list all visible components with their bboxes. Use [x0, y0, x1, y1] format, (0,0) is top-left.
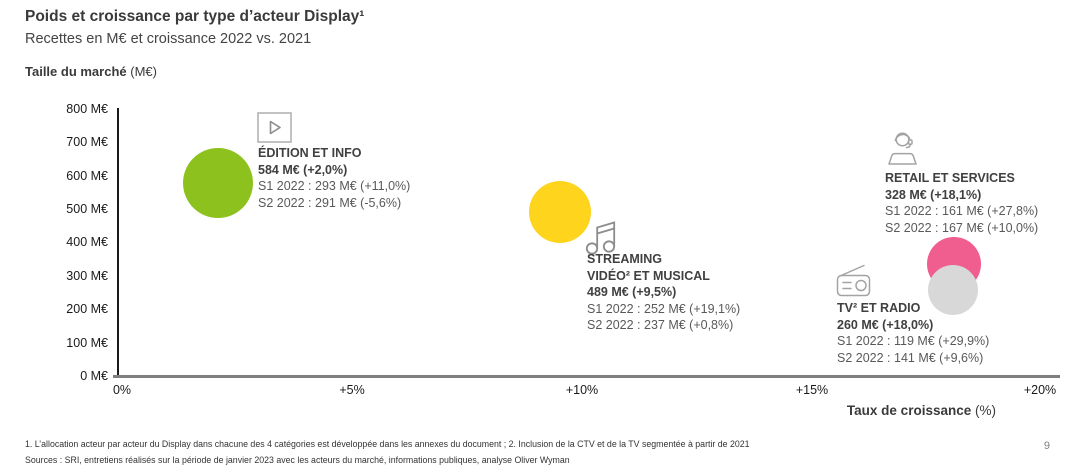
category-value: 328 M€ (+18,1%) [885, 187, 982, 202]
music-note-icon [584, 216, 622, 261]
category-s2: S2 2022 : 141 M€ (+9,6%) [837, 350, 984, 365]
x-axis-title-unit: (%) [975, 403, 996, 418]
play-icon [257, 112, 292, 148]
x-tick-10: +10% [565, 383, 599, 397]
page-number: 9 [1043, 440, 1050, 452]
category-name: ÉDITION ET INFO [258, 146, 362, 160]
y-tick-800: 800 M€ [66, 102, 108, 116]
category-s1: S1 2022 : 161 M€ (+27,8%) [885, 204, 1039, 218]
y-tick-300: 300 M€ [66, 269, 108, 283]
x-tick-20: +20% [1023, 383, 1057, 397]
footnote: 1. L’allocation acteur par acteur du Dis… [25, 439, 750, 449]
y-tick-0: 0 M€ [80, 369, 108, 383]
x-axis-title: Taux de croissance (%) [780, 403, 996, 418]
y-axis-title-bold: Taille du marché [25, 64, 127, 79]
bubble-streaming [529, 181, 591, 243]
y-tick-200: 200 M€ [66, 302, 108, 316]
category-s2: S2 2022 : 291 M€ (-5,6%) [258, 195, 402, 210]
category-name-line2: VIDÉO² ET MUSICAL [587, 268, 710, 283]
category-s1: S1 2022 : 293 M€ (+11,0%) [258, 179, 411, 193]
y-axis-title-unit: (M€) [130, 64, 157, 79]
category-s1: S1 2022 : 119 M€ (+29,9%) [837, 334, 990, 348]
y-tick-400: 400 M€ [66, 235, 108, 249]
category-value: 489 M€ (+9,5%) [587, 285, 677, 299]
x-axis-line [113, 375, 1060, 378]
radio-icon [833, 259, 873, 302]
bubble-tv-et-radio [928, 265, 978, 315]
y-axis-line [117, 108, 119, 377]
headset-person-icon [886, 127, 918, 172]
category-value: 584 M€ (+2,0%) [258, 162, 348, 177]
category-value: 260 M€ (+18,0%) [837, 317, 934, 332]
annotation-edition-et-info: ÉDITION ET INFO 584 M€ (+2,0%) S1 2022 :… [258, 145, 410, 211]
category-name: TV² ET RADIO [837, 301, 921, 315]
annotation-retail-et-services: RETAIL ET SERVICES 328 M€ (+18,1%) S1 20… [885, 170, 1038, 236]
category-s1: S1 2022 : 252 M€ (+19,1%) [587, 301, 741, 316]
y-tick-600: 600 M€ [66, 169, 108, 183]
sources-note: Sources : SRI, entretiens réalisés sur l… [25, 455, 570, 465]
page-subtitle: Recettes en M€ et croissance 2022 vs. 20… [25, 31, 312, 47]
category-name: RETAIL ET SERVICES [885, 171, 1015, 185]
annotation-streaming: STREAMING VIDÉO² ET MUSICAL 489 M€ (+9,5… [587, 251, 740, 334]
y-tick-100: 100 M€ [66, 336, 108, 350]
category-name-line1: STREAMING [587, 252, 662, 266]
x-tick-0: 0% [112, 383, 132, 397]
x-axis-title-bold: Taux de croissance [846, 403, 972, 418]
page-title: Poids et croissance par type d’acteur Di… [25, 8, 365, 25]
annotation-tv-et-radio: TV² ET RADIO 260 M€ (+18,0%) S1 2022 : 1… [837, 300, 989, 366]
y-tick-700: 700 M€ [66, 135, 108, 149]
bubble-edition-et-info [183, 148, 253, 218]
category-s2: S2 2022 : 237 M€ (+0,8%) [587, 318, 734, 332]
category-s2: S2 2022 : 167 M€ (+10,0%) [885, 220, 1039, 235]
y-tick-500: 500 M€ [66, 202, 108, 216]
y-axis-title: Taille du marché (M€) [25, 64, 157, 79]
x-tick-15: +15% [795, 383, 829, 397]
x-tick-5: +5% [339, 383, 365, 397]
